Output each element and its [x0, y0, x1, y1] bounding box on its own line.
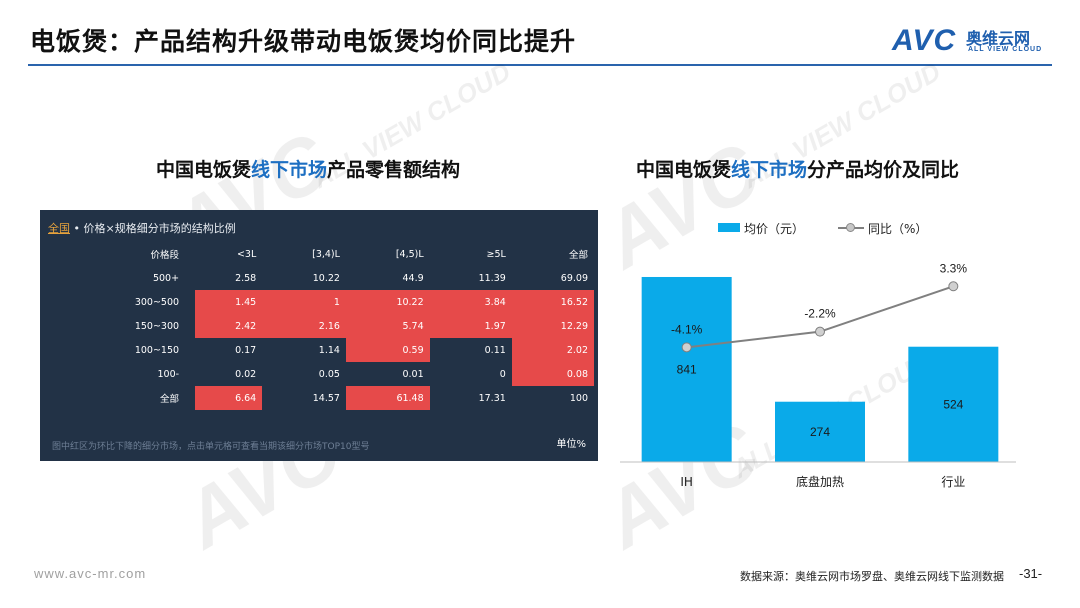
table-header: 全国 • 价格×规格细分市场的结构比例: [48, 220, 236, 236]
table-row: 500+ 2.58 10.22 44.9 11.39 69.09: [46, 266, 594, 290]
table-cell[interactable]: 100: [569, 392, 588, 404]
table-row: 全部 6.64 14.57 61.48 17.31 100: [46, 386, 594, 410]
table-cell[interactable]: 2.02: [511, 338, 594, 362]
table-cell[interactable]: 0.17: [235, 344, 257, 356]
table-row: 100~150 0.17 1.14 0.59 0.11 2.02: [46, 338, 594, 362]
table-cell[interactable]: 0.08: [511, 362, 594, 386]
table-cell[interactable]: 2.16: [262, 314, 346, 338]
line-value-label: -2.2%: [804, 307, 836, 321]
column-header: [4,5)L: [395, 248, 424, 260]
table-cell[interactable]: 10.22: [312, 272, 340, 284]
line-value-label: 3.3%: [940, 261, 968, 275]
title-prefix: 中国电饭煲: [636, 159, 732, 181]
bar-value-label: 841: [677, 362, 697, 376]
line-value-label: -4.1%: [671, 322, 703, 336]
table-cell[interactable]: 0.01: [402, 368, 424, 380]
title-suffix: 分产品均价及同比: [807, 159, 960, 181]
table-cell[interactable]: 0.05: [318, 368, 340, 380]
row-label: 500+: [152, 272, 180, 284]
table-cell[interactable]: 3.84: [429, 290, 512, 314]
bar: [775, 401, 865, 462]
line-point: [948, 281, 959, 292]
table-cell[interactable]: 1.97: [429, 314, 512, 338]
avg-price-chart: 841 274 524 -4.1% -2.2% 3.3% IH 底盘加热 行业: [620, 261, 1016, 489]
legend-item-line: 同比（%）: [838, 220, 938, 236]
table-cell[interactable]: 0.11: [484, 344, 506, 356]
column-header: 全部: [568, 250, 588, 261]
row-label: 300~500: [134, 296, 180, 308]
row-label: 150~300: [134, 320, 180, 332]
table-cell[interactable]: 1.45: [195, 290, 263, 314]
bar-value-label: 274: [810, 425, 830, 439]
avc-logo: AVC 奥维云网 ALL VIEW CLOUD: [892, 22, 1062, 62]
column-header: <3L: [236, 248, 257, 260]
row-label: 100~150: [134, 344, 180, 356]
table-cell[interactable]: 6.64: [195, 386, 263, 410]
row-label: 100-: [157, 368, 180, 380]
row-label: 全部: [160, 394, 180, 405]
legend-label-line: 同比（%）: [868, 222, 928, 236]
title-highlight: 线下市场: [251, 159, 328, 181]
legend-dot-icon: [846, 223, 855, 232]
table-cell[interactable]: 0.02: [235, 368, 257, 380]
table-cell[interactable]: 1: [262, 290, 346, 314]
right-panel-title: 中国电饭煲线下市场分产品均价及同比: [636, 155, 959, 182]
legend-item-bar: 均价（元）: [718, 220, 818, 236]
legend-swatch-bar: [718, 223, 740, 232]
table-cell[interactable]: 2.42: [195, 314, 263, 338]
table-cell[interactable]: 11.39: [478, 272, 506, 284]
title-prefix: 中国电饭煲: [156, 159, 252, 181]
table-cell[interactable]: 0.59: [345, 338, 430, 362]
bar: [641, 276, 732, 462]
structure-table-panel: 全国 • 价格×规格细分市场的结构比例 价格段 <3L [3,4)L [4,5)L ≥5…: [40, 210, 598, 461]
table-unit: 单位%: [556, 439, 586, 450]
logo-en: ALL VIEW CLOUD: [968, 46, 1043, 53]
column-header: 价格段: [150, 250, 180, 261]
table-row: 300~500 1.45 1 10.22 3.84 16.52: [46, 290, 594, 314]
footer-url[interactable]: www.avc-mr.com: [34, 566, 147, 581]
region-tag[interactable]: 全国: [48, 222, 70, 235]
legend-label-bar: 均价（元）: [744, 222, 805, 236]
logo-cn: 奥维云网: [966, 29, 1031, 48]
table-footnote: 图中红区为环比下降的细分市场，点击单元格可查看当期该细分市场TOP10型号: [52, 442, 370, 452]
table-cell[interactable]: 12.29: [511, 314, 594, 338]
table-cell[interactable]: 69.09: [560, 272, 588, 284]
title-highlight: 线下市场: [731, 159, 808, 181]
column-header: [3,4)L: [312, 248, 340, 260]
table-header-row: 价格段 <3L [3,4)L [4,5)L ≥5L 全部: [46, 242, 594, 266]
bar-value-label: 524: [943, 397, 963, 411]
left-panel-title: 中国电饭煲线下市场产品零售额结构: [156, 155, 460, 182]
page-title: 电饭煲：产品结构升级带动电饭煲均价同比提升: [30, 27, 577, 56]
table-cell[interactable]: 2.58: [235, 272, 257, 284]
line-point: [815, 326, 825, 337]
column-header: ≥5L: [486, 248, 506, 260]
structure-table: 价格段 <3L [3,4)L [4,5)L ≥5L 全部 500+ 2.58 10.22 44.9…: [46, 242, 594, 410]
table-cell[interactable]: 44.9: [402, 272, 424, 284]
line-point: [681, 342, 692, 353]
table-cell[interactable]: 17.31: [478, 392, 506, 404]
table-cell[interactable]: 1.14: [318, 344, 340, 356]
table-cell[interactable]: 5.74: [345, 314, 430, 338]
table-cell[interactable]: 0: [499, 368, 506, 380]
table-row: 150~300 2.42 2.16 5.74 1.97 12.29: [46, 314, 594, 338]
logo-brand: AVC: [892, 24, 957, 57]
bar: [908, 346, 999, 462]
table-row: 100- 0.02 0.05 0.01 0 0.08: [46, 362, 594, 386]
table-cell[interactable]: 14.57: [312, 392, 340, 404]
category-label: 行业: [941, 475, 965, 489]
table-cell[interactable]: 10.22: [345, 290, 430, 314]
table-cell[interactable]: 16.52: [511, 290, 594, 314]
table-cell[interactable]: 61.48: [345, 386, 430, 410]
header-rule: [28, 64, 1052, 66]
page-number: -31-: [1019, 566, 1043, 581]
table-header-text: • 价格×规格细分市场的结构比例: [70, 222, 236, 235]
data-source: 数据来源：奥维云网市场罗盘、奥维云网线下监测数据: [740, 570, 1004, 583]
category-label: IH: [680, 475, 693, 489]
title-suffix: 产品零售额结构: [327, 159, 461, 181]
category-label: 底盘加热: [796, 474, 844, 489]
